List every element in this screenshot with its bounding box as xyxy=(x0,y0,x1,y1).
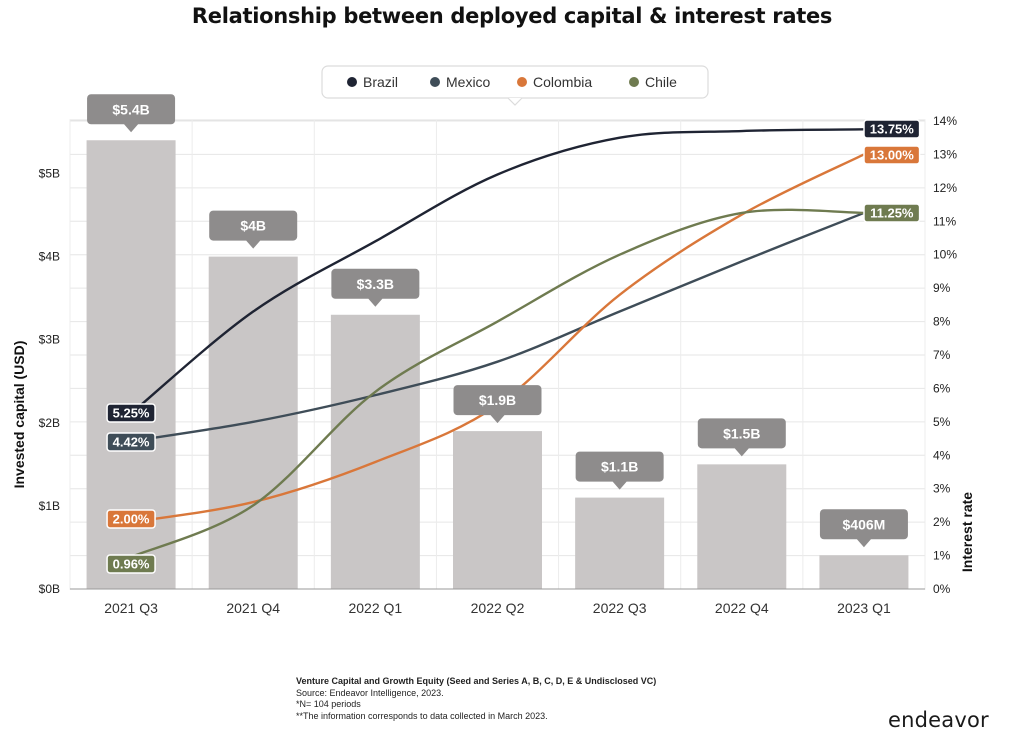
bar-value-callout xyxy=(87,94,176,133)
footnote-collection: **The information corresponds to data co… xyxy=(296,710,548,721)
chart-title: Relationship between deployed capital & … xyxy=(191,4,833,28)
line-mexico xyxy=(130,211,865,443)
y-right-tick-label: 4% xyxy=(933,448,951,462)
rate-start-label-box xyxy=(106,403,156,423)
bar-value-label: $1.1B xyxy=(601,459,638,475)
rate-start-label: 5.25% xyxy=(113,406,150,421)
legend-pointer xyxy=(507,97,523,106)
rate-end-label-box xyxy=(863,145,921,165)
y-right-tick-label: 3% xyxy=(933,482,951,496)
y-left-tick-label: $1B xyxy=(39,499,60,513)
rate-end-label: 13.75% xyxy=(870,122,915,137)
bar-value-callout xyxy=(819,509,908,548)
y-right-tick-label: 13% xyxy=(933,147,957,161)
bar xyxy=(575,497,665,589)
rate-end-label: 13.00% xyxy=(870,148,915,163)
rate-start-label: 2.00% xyxy=(113,512,150,527)
footnote-periods: *N= 104 periods xyxy=(296,699,361,709)
legend-label: Mexico xyxy=(446,74,491,90)
y-right-tick-label: 11% xyxy=(933,214,956,228)
chart: 0% 1% 2% 3% 4% 5% 6% 7% 8% 9% 10% 11% 12% 13% 14% $0B $1… xyxy=(11,65,975,616)
rate-start-label-box xyxy=(106,432,156,452)
rate-start-label-box xyxy=(106,554,156,574)
y-right-tick-label: 6% xyxy=(933,381,951,395)
bar xyxy=(330,314,420,589)
y-left-tick-label: $0B xyxy=(39,582,60,596)
bar-value-callout xyxy=(697,418,786,457)
axes: 0% 1% 2% 3% 4% 5% 6% 7% 8% 9% 10% 11% 12% 13% 14% $0B $1… xyxy=(11,114,975,616)
bar xyxy=(697,464,787,589)
data-labels: $5.4B $4B $3.3B $1.9B $1.1B $1.5B $406M 5.25% 4.… xyxy=(87,94,921,574)
line-brazil xyxy=(130,128,864,415)
bar-value-callout xyxy=(575,451,664,490)
legend-label: Brazil xyxy=(363,74,398,90)
y-right-tick-label: 5% xyxy=(933,415,951,429)
y-left-tick-label: $5B xyxy=(39,167,60,181)
bar-value-label: $1.5B xyxy=(723,425,760,441)
rate-end-label-box xyxy=(863,119,921,139)
bar xyxy=(819,555,909,589)
y-right-axis-title: Interest rate xyxy=(959,492,975,572)
line-chile xyxy=(130,208,864,559)
bar-value-label: $3.3B xyxy=(357,276,394,292)
bar xyxy=(453,431,542,589)
y-right-tick-label: 0% xyxy=(933,582,951,596)
legend-label: Colombia xyxy=(533,74,592,90)
x-tick-label: 2022 Q4 xyxy=(715,600,769,616)
legend-marker xyxy=(430,77,440,87)
y-right-tick-label: 10% xyxy=(933,248,957,262)
x-tick-label: 2022 Q3 xyxy=(593,600,647,616)
rate-start-label: 0.96% xyxy=(113,557,150,572)
legend: Brazil Mexico Colombia Chile xyxy=(321,65,709,106)
y-right-tick-label: 7% xyxy=(933,348,951,362)
bar-value-label: $1.9B xyxy=(479,392,516,408)
y-right-tick-label: 2% xyxy=(933,515,951,529)
legend-marker xyxy=(517,77,527,87)
rate-end-label-box xyxy=(863,203,921,223)
rate-end-label: 11.25% xyxy=(870,206,914,221)
bar-value-callout xyxy=(331,268,420,307)
legend-marker xyxy=(629,77,639,87)
y-right-tick-label: 12% xyxy=(933,181,957,195)
y-right-tick-label: 14% xyxy=(933,114,957,128)
bar-value-callout xyxy=(209,210,298,249)
x-tick-label: 2021 Q3 xyxy=(104,600,158,616)
y-left-axis-title: Invested capital (USD) xyxy=(11,341,27,489)
footnote-source: Source: Endeavor Intelligence, 2023. xyxy=(296,687,444,698)
legend-marker xyxy=(347,77,357,87)
y-left-tick-label: $4B xyxy=(39,250,60,264)
y-left-tick-label: $2B xyxy=(39,416,60,430)
y-right-tick-label: 9% xyxy=(933,281,951,295)
bar-value-callout xyxy=(453,385,542,424)
bar-value-label: $4B xyxy=(240,218,266,234)
footnote-scope: Venture Capital and Growth Equity (Seed … xyxy=(296,676,657,686)
y-left-tick-label: $3B xyxy=(39,333,60,347)
y-right-tick-label: 8% xyxy=(933,315,951,329)
legend-label: Chile xyxy=(645,74,677,90)
x-tick-label: 2022 Q2 xyxy=(471,600,525,616)
bar-value-label: $5.4B xyxy=(112,101,149,117)
brand-logo: endeavor xyxy=(888,708,989,732)
x-tick-label: 2023 Q1 xyxy=(837,600,891,616)
footnotes: Venture Capital and Growth Equity (Seed … xyxy=(296,676,656,722)
rate-start-label-box xyxy=(106,509,156,529)
x-tick-label: 2022 Q1 xyxy=(348,600,402,616)
y-right-tick-label: 1% xyxy=(933,549,951,563)
x-tick-label: 2021 Q4 xyxy=(226,600,280,616)
rate-start-label: 4.42% xyxy=(113,435,150,450)
bar-value-label: $406M xyxy=(843,516,886,532)
